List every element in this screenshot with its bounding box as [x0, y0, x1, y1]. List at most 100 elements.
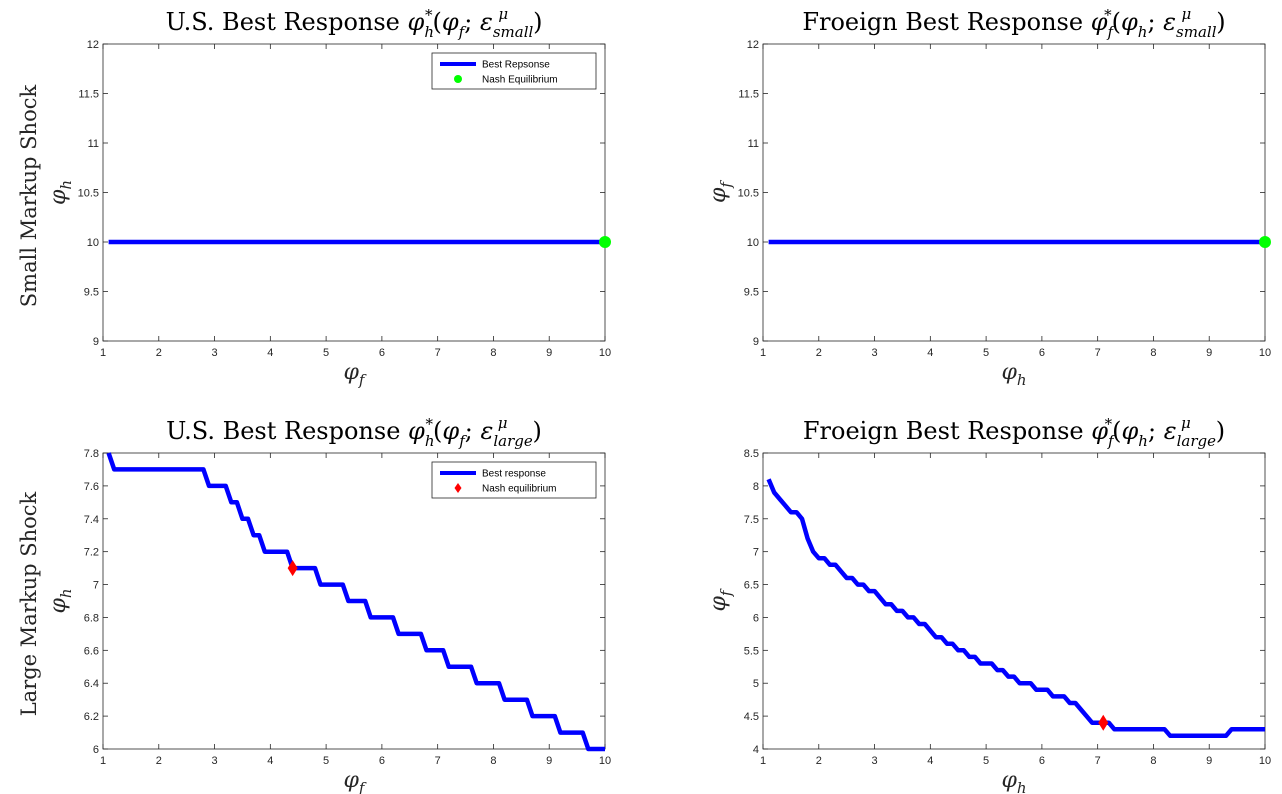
y-tick-label: 11	[748, 138, 759, 150]
x-tick-label: 4	[927, 347, 933, 359]
x-tick-label: 2	[816, 347, 822, 359]
y-tick-label: 5.5	[744, 645, 759, 657]
x-tick-label: 6	[379, 755, 385, 767]
x-tick-label: 6	[379, 347, 385, 359]
y-tick-label: 10.5	[78, 188, 99, 200]
x-tick-label: 4	[267, 755, 273, 767]
chart-title: U.S. Best Response φh*(φf; εsmallμ)	[166, 5, 543, 41]
chart-title: Froeign Best Response φf*(φh; εsmallμ)	[802, 5, 1225, 41]
y-tick-label: 12	[747, 39, 759, 51]
x-tick-label: 4	[927, 755, 933, 767]
y-tick-label: 9.5	[744, 287, 759, 299]
y-tick-label: 6.8	[84, 612, 99, 624]
x-tick-label: 5	[983, 755, 989, 767]
x-tick-label: 2	[156, 347, 162, 359]
x-tick-label: 3	[211, 755, 217, 767]
plot-area	[762, 452, 1266, 750]
y-tick-label: 4.5	[744, 711, 759, 723]
legend-marker-swatch	[454, 75, 462, 83]
plot-area	[762, 43, 1266, 342]
x-tick-label: 7	[435, 347, 441, 359]
y-tick-label: 10	[87, 237, 99, 249]
x-axis-label: φf	[344, 360, 367, 389]
chart-title: Froeign Best Response φf*(φh; εlargeμ)	[803, 414, 1225, 450]
x-tick-label: 3	[211, 347, 217, 359]
x-tick-label: 9	[1206, 755, 1212, 767]
x-axis-label: φf	[344, 768, 367, 794]
y-tick-label: 9.5	[84, 287, 99, 299]
x-tick-label: 8	[490, 347, 496, 359]
y-tick-label: 7.2	[84, 547, 99, 559]
y-tick-label: 6.4	[84, 678, 99, 690]
x-tick-label: 3	[871, 347, 877, 359]
legend-marker-swatch	[454, 483, 462, 493]
row-label: Large Markup Shock	[17, 491, 41, 716]
legend-entry-label: Best Repsonse	[482, 60, 550, 71]
x-tick-label: 9	[1206, 347, 1212, 359]
y-tick-label: 4	[753, 744, 759, 756]
legend-entry-label: Best response	[482, 469, 546, 480]
best-response-line	[106, 452, 605, 752]
x-tick-label: 6	[1039, 347, 1045, 359]
x-axis-label: φh	[1001, 360, 1026, 389]
chart-panel-3: 1 2 3 4 5 6 7 8 9 10 6 6.2 6.4 6.6 6.8 7 7.2 7.4 7.6 7.8 U.S…	[46, 414, 611, 794]
plot-area	[102, 43, 606, 342]
y-axis-label: φf	[706, 180, 735, 203]
x-tick-label: 10	[1259, 755, 1271, 767]
row-label: Small Markup Shock	[17, 85, 41, 308]
y-tick-label: 6.5	[744, 580, 759, 592]
x-tick-label: 2	[816, 755, 822, 767]
x-tick-label: 9	[546, 755, 552, 767]
x-tick-label: 6	[1039, 755, 1045, 767]
y-tick-label: 6.2	[84, 711, 99, 723]
x-tick-label: 5	[323, 347, 329, 359]
x-tick-label: 4	[267, 347, 273, 359]
y-tick-label: 7	[753, 547, 759, 559]
x-tick-label: 1	[100, 347, 106, 359]
x-tick-label: 10	[1259, 347, 1271, 359]
y-tick-label: 7.4	[84, 514, 99, 526]
legend-entry-label: Nash Equilibrium	[482, 75, 558, 86]
y-tick-label: 7.8	[84, 448, 99, 460]
y-tick-label: 11	[88, 138, 99, 150]
y-tick-label: 10.5	[738, 188, 759, 200]
y-tick-label: 6	[93, 744, 99, 756]
y-tick-label: 5	[753, 678, 759, 690]
x-axis-label: φh	[1001, 768, 1026, 794]
y-tick-label: 11.5	[738, 89, 759, 101]
y-tick-label: 6.6	[84, 645, 99, 657]
x-tick-label: 8	[1150, 347, 1156, 359]
x-tick-label: 3	[871, 755, 877, 767]
nash-equilibrium-point	[1259, 236, 1271, 248]
nash-equilibrium-point	[1098, 714, 1109, 731]
y-tick-label: 8	[753, 481, 759, 493]
y-axis-label: φh	[46, 588, 75, 613]
x-tick-label: 10	[599, 755, 611, 767]
legend: Best Repsonse Nash Equilibrium	[431, 52, 597, 90]
x-tick-label: 7	[435, 755, 441, 767]
best-response-line	[766, 478, 1265, 739]
legend: Best response Nash equilibrium	[431, 461, 597, 499]
x-tick-label: 1	[760, 755, 766, 767]
legend-entry-label: Nash equilibrium	[482, 484, 556, 495]
x-tick-label: 8	[490, 755, 496, 767]
y-tick-label: 9	[753, 336, 759, 348]
x-tick-label: 9	[546, 347, 552, 359]
x-tick-label: 10	[599, 347, 611, 359]
x-tick-label: 8	[1150, 755, 1156, 767]
x-tick-label: 5	[323, 755, 329, 767]
y-tick-label: 12	[87, 39, 99, 51]
y-axis-label: φh	[46, 180, 75, 205]
y-tick-label: 7.6	[84, 481, 99, 493]
x-tick-label: 1	[760, 347, 766, 359]
x-tick-label: 1	[100, 755, 106, 767]
x-tick-label: 2	[156, 755, 162, 767]
nash-equilibrium-point	[599, 236, 611, 248]
y-tick-label: 7	[93, 580, 99, 592]
y-tick-label: 10	[747, 237, 759, 249]
y-tick-label: 11.5	[78, 89, 99, 101]
x-tick-label: 7	[1095, 755, 1101, 767]
